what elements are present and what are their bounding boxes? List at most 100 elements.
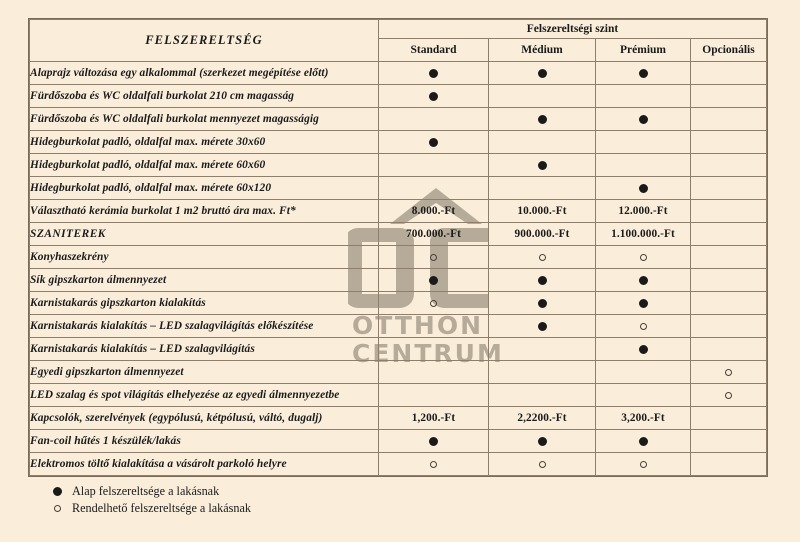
cell-medium xyxy=(488,268,596,292)
table-row: Hidegburkolat padló, oldalfal max. méret… xyxy=(29,153,767,177)
cell-premium xyxy=(595,153,691,177)
cell-standard: 8.000.-Ft xyxy=(378,199,489,223)
table-row: Fan-coil hűtés 1 készülék/lakás xyxy=(29,429,767,453)
table-row: Kapcsolók, szerelvények (egypólusú, kétp… xyxy=(29,406,767,430)
feature-column-header: FELSZERELTSÉG xyxy=(29,19,379,62)
column-header-medium: Médium xyxy=(488,38,596,62)
table-row: Sík gipszkarton álmennyezet xyxy=(29,268,767,292)
cell-optional xyxy=(690,199,767,223)
cell-premium xyxy=(595,84,691,108)
filled-dot-icon xyxy=(638,344,648,354)
legend-marker xyxy=(48,505,66,512)
filled-dot-icon xyxy=(537,436,547,446)
cell-standard xyxy=(378,314,489,338)
cell-medium xyxy=(488,130,596,154)
cell-medium xyxy=(488,383,596,407)
cell-premium xyxy=(595,268,691,292)
filled-dot-icon xyxy=(537,298,547,308)
table-row: Elektromos töltő kialakítása a vásárolt … xyxy=(29,452,767,476)
open-circle-icon xyxy=(725,391,732,399)
cell-medium xyxy=(488,84,596,108)
equipment-level-group-header: Felszereltségi szint xyxy=(378,19,767,39)
table-row: Karnistakarás gipszkarton kialakítás xyxy=(29,291,767,315)
open-circle-icon xyxy=(725,368,732,376)
filled-dot-icon xyxy=(638,275,648,285)
cell-optional xyxy=(690,383,767,407)
feature-label: Hidegburkolat padló, oldalfal max. méret… xyxy=(29,176,379,200)
table-row: Hidegburkolat padló, oldalfal max. méret… xyxy=(29,130,767,154)
cell-standard xyxy=(378,268,489,292)
cell-standard xyxy=(378,452,489,476)
cell-premium xyxy=(595,245,691,269)
filled-dot-icon xyxy=(537,275,547,285)
cell-standard xyxy=(378,383,489,407)
cell-premium xyxy=(595,337,691,361)
cell-medium xyxy=(488,61,596,85)
feature-label: Egyedi gipszkarton álmennyezet xyxy=(29,360,379,384)
cell-standard: 700.000.-Ft xyxy=(378,222,489,246)
table-row: Fürdőszoba és WC oldalfali burkolat menn… xyxy=(29,107,767,131)
cell-optional xyxy=(690,176,767,200)
filled-dot-icon-legend xyxy=(52,487,62,496)
cell-medium xyxy=(488,314,596,338)
open-circle-icon xyxy=(538,253,546,261)
open-circle-icon xyxy=(538,460,546,468)
feature-label: Fürdőszoba és WC oldalfali burkolat 210 … xyxy=(29,84,379,108)
cell-premium xyxy=(595,360,691,384)
filled-dot-icon xyxy=(638,298,648,308)
cell-standard xyxy=(378,84,489,108)
cell-optional xyxy=(690,153,767,177)
cell-optional xyxy=(690,314,767,338)
cell-premium: 12.000.-Ft xyxy=(595,199,691,223)
filled-dot-icon xyxy=(429,436,438,446)
cell-optional xyxy=(690,291,767,315)
cell-standard xyxy=(378,176,489,200)
cell-standard xyxy=(378,429,489,453)
cell-optional xyxy=(690,222,767,246)
open-circle-icon xyxy=(430,460,437,468)
table-row: Választható kerámia burkolat 1 m2 bruttó… xyxy=(29,199,767,223)
column-header-optional: Opcionális xyxy=(690,38,767,62)
filled-dot-icon xyxy=(638,68,648,78)
level-header-row: Standard Médium Prémium Opcionális xyxy=(30,38,767,62)
filled-dot-icon xyxy=(638,114,648,124)
cell-premium xyxy=(595,61,691,85)
feature-label: Sík gipszkarton álmennyezet xyxy=(29,268,379,292)
cell-standard xyxy=(378,107,489,131)
open-circle-icon xyxy=(639,253,647,261)
cell-standard: 1,200.-Ft xyxy=(378,406,489,430)
cell-standard xyxy=(378,360,489,384)
filled-dot-icon xyxy=(638,183,648,193)
cell-premium: 1.100.000.-Ft xyxy=(595,222,691,246)
feature-label: SZANITEREK xyxy=(29,222,379,246)
filled-dot-icon xyxy=(537,160,547,170)
feature-label: Elektromos töltő kialakítása a vásárolt … xyxy=(29,452,379,476)
cell-premium xyxy=(595,452,691,476)
column-header-standard: Standard xyxy=(378,38,489,62)
feature-label: LED szalag és spot világítás elhelyezése… xyxy=(29,383,379,407)
filled-dot-icon xyxy=(537,68,547,78)
table-row: Karnistakarás kialakítás – LED szalagvil… xyxy=(29,314,767,338)
legend-item: Rendelhető felszereltsége a lakásnak xyxy=(48,500,251,517)
table-row: LED szalag és spot világítás elhelyezése… xyxy=(29,383,767,407)
table-row: Egyedi gipszkarton álmennyezet xyxy=(29,360,767,384)
table-row: SZANITEREK 700.000.-Ft 900.000.-Ft 1.100.00… xyxy=(29,222,767,246)
cell-medium xyxy=(488,107,596,131)
cell-premium xyxy=(595,176,691,200)
legend-item: Alap felszereltsége a lakásnak xyxy=(48,483,251,500)
cell-premium xyxy=(595,314,691,338)
cell-premium xyxy=(595,291,691,315)
filled-dot-icon xyxy=(429,137,438,147)
open-circle-icon xyxy=(639,322,647,330)
table-row: Fürdőszoba és WC oldalfali burkolat 210 … xyxy=(29,84,767,108)
table-header: FELSZERELTSÉG Felszereltségi szint Stand… xyxy=(29,19,767,62)
legend-label: Rendelhető felszereltsége a lakásnak xyxy=(72,501,252,515)
feature-label: Kapcsolók, szerelvények (egypólusú, kétp… xyxy=(29,406,379,430)
feature-label: Hidegburkolat padló, oldalfal max. méret… xyxy=(29,130,379,154)
cell-optional xyxy=(690,452,767,476)
cell-premium xyxy=(595,429,691,453)
column-header-premium: Prémium xyxy=(595,38,691,62)
feature-label: Fürdőszoba és WC oldalfali burkolat menn… xyxy=(29,107,379,131)
feature-label: Karnistakarás gipszkarton kialakítás xyxy=(29,291,379,315)
filled-dot-icon xyxy=(429,68,438,78)
